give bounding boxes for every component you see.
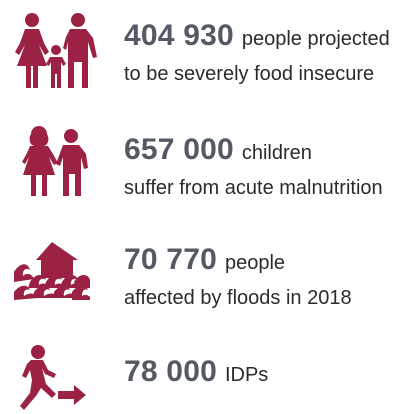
stat-unit: people	[224, 252, 286, 274]
stat-description: to be severely food insecure	[124, 63, 375, 85]
stat-description: affected by floods in 2018	[124, 287, 352, 309]
stat-text: 70 770 people affected by floods in 2018	[124, 243, 352, 309]
stat-number: 404 930	[124, 19, 234, 52]
stat-text: 657 000 children suffer from acute malnut…	[124, 133, 383, 199]
idp-walking-icon	[12, 344, 86, 414]
stat-unit: people projected	[241, 28, 390, 50]
stat-unit: children	[241, 142, 312, 164]
stat-text: 404 930 people projected to be severely f…	[124, 19, 390, 85]
stat-unit: IDPs	[224, 364, 269, 386]
flood-icon	[14, 242, 90, 304]
stat-number: 70 770	[124, 243, 217, 276]
family-icon	[8, 12, 100, 88]
stat-text: 78 000 IDPs	[124, 357, 268, 387]
children-icon	[22, 124, 88, 196]
stat-number: 657 000	[124, 133, 234, 166]
stat-description: suffer from acute malnutrition	[124, 177, 383, 199]
stat-number: 78 000	[124, 355, 217, 388]
